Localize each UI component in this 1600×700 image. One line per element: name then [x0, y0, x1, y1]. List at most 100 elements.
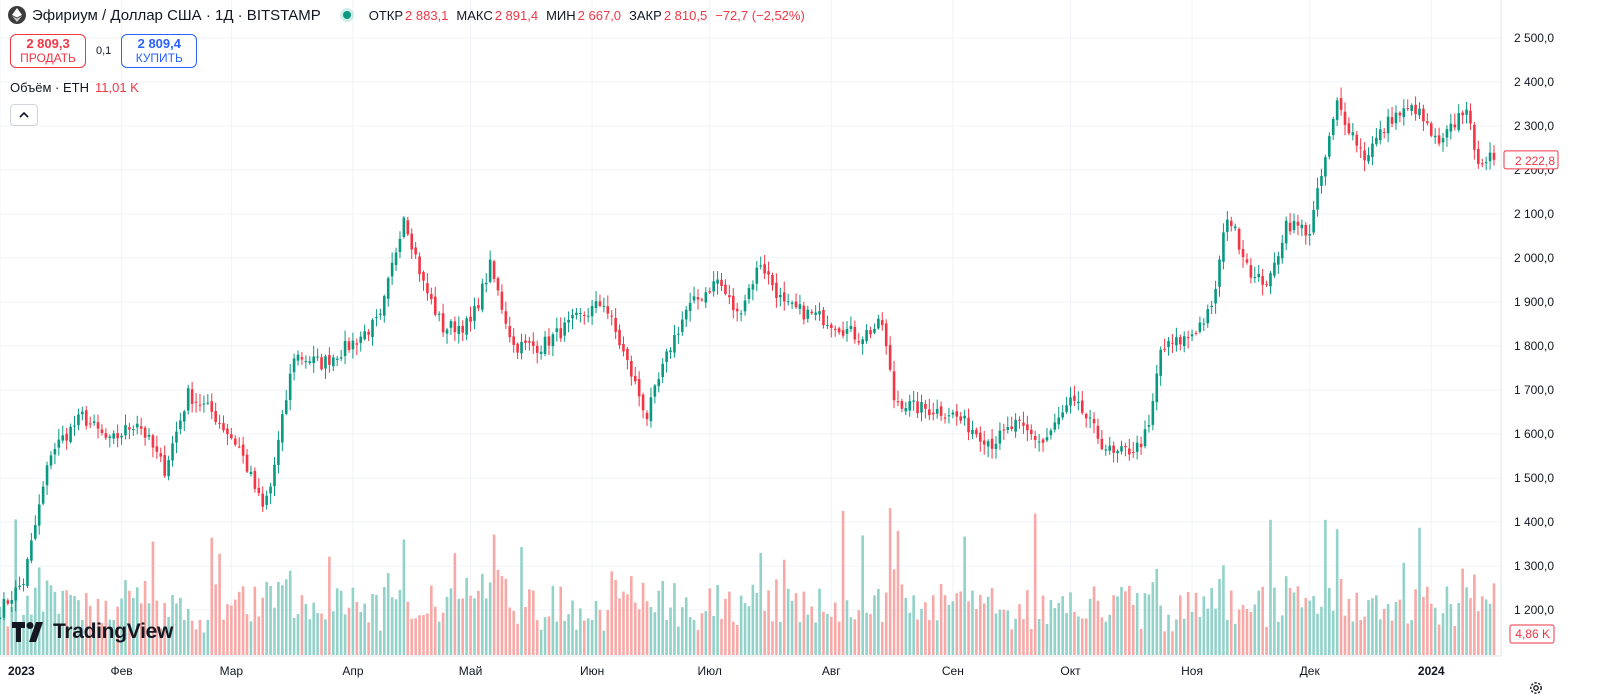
price-axis[interactable]: 2 500,02 400,02 300,02 200,02 100,02 000…: [1500, 0, 1559, 656]
candle-body: [1010, 426, 1013, 430]
candle-body: [65, 433, 68, 441]
candle-body: [673, 334, 676, 353]
candle-body: [1029, 429, 1033, 435]
candle-body: [637, 379, 641, 397]
volume-bar: [135, 587, 139, 655]
volume-bar: [1241, 605, 1245, 655]
gear-icon[interactable]: [1528, 680, 1544, 696]
candle-body: [826, 324, 829, 326]
candle-body: [222, 423, 225, 431]
candle-body: [806, 309, 810, 319]
candle-body: [1218, 259, 1221, 287]
tradingview-logo[interactable]: TradingView: [12, 620, 173, 644]
symbol-title[interactable]: Эфириум / Доллар США · 1Д · BITSTAMP: [32, 6, 321, 24]
volume-bar: [1178, 595, 1182, 655]
candle-body: [786, 301, 790, 303]
candle-body: [539, 351, 543, 354]
volume-bar: [1406, 623, 1410, 655]
volume-bar: [18, 629, 21, 655]
volume-bar: [394, 599, 398, 655]
candle-body: [955, 411, 959, 417]
volume-bar: [512, 610, 515, 655]
price-tick-label: 2 000,0: [1514, 251, 1554, 265]
volume-bar: [1394, 602, 1398, 655]
candle-body: [884, 323, 888, 347]
candle-body: [53, 449, 57, 455]
candle-body: [1210, 305, 1213, 308]
volume-bar: [1002, 609, 1006, 655]
candle-body: [22, 583, 25, 585]
volume-bar: [626, 594, 629, 655]
volume-bar: [982, 603, 986, 655]
volume-bar: [1426, 586, 1429, 655]
volume-bar: [96, 598, 100, 655]
candle-body: [1053, 422, 1057, 430]
volume-bar: [908, 612, 912, 655]
candle-body: [928, 409, 931, 416]
volume-label: Объём · ETH: [10, 80, 89, 95]
candle-body: [386, 278, 390, 299]
time-axis[interactable]: 2023 Фев Мар Апр Май Июн Июл Авг Сен Окт Ноя Дек 202…: [0, 655, 1501, 678]
candle-body: [257, 487, 261, 494]
volume-bar: [979, 594, 982, 655]
volume-bar: [139, 603, 143, 655]
candle-body: [57, 439, 61, 448]
volume-bar: [912, 595, 915, 655]
candle-body: [692, 296, 696, 301]
volume-bar: [484, 598, 488, 655]
volume-bar: [853, 619, 857, 655]
volume-bar: [1355, 592, 1359, 655]
volume-bar: [1033, 513, 1037, 655]
volume-bar: [939, 583, 943, 655]
volume-legend[interactable]: Объём · ETH 11,01 K: [10, 80, 139, 95]
market-status-dot[interactable]: [342, 11, 351, 19]
candle-body: [641, 394, 645, 411]
candle-body: [1441, 138, 1445, 143]
sell-button[interactable]: 2 809,3 ПРОДАТЬ: [10, 34, 86, 68]
volume-bar: [241, 586, 245, 655]
volume-bar: [53, 591, 57, 655]
candle-body: [1214, 288, 1217, 304]
volume-bar: [269, 585, 272, 655]
volume-bar: [1284, 576, 1288, 655]
candle-body: [1167, 340, 1170, 348]
volume-bar: [186, 608, 190, 655]
candle-body: [614, 317, 617, 332]
candle-body: [18, 585, 21, 587]
candle-body: [841, 330, 845, 336]
volume-bar: [175, 603, 178, 655]
candle-body: [6, 600, 10, 604]
candle-body: [261, 493, 265, 507]
time-tick-label: Авг: [822, 664, 841, 678]
candle-body: [320, 357, 323, 370]
collapse-legend-button[interactable]: [10, 104, 38, 126]
candle-body: [759, 265, 763, 267]
volume-bar: [390, 597, 394, 655]
candle-body: [994, 443, 998, 449]
candle-body: [45, 465, 49, 486]
candle-body: [880, 320, 884, 326]
volume-bar: [281, 585, 284, 655]
candle-body: [935, 408, 939, 414]
volume-bar: [469, 595, 472, 655]
candle-body: [155, 446, 159, 452]
candle-body: [273, 464, 276, 487]
volume-bar: [704, 611, 708, 655]
volume-bar: [261, 597, 265, 655]
volume-bar: [790, 600, 794, 655]
volume-bar: [590, 619, 594, 655]
volume-bar: [461, 598, 465, 655]
buy-button[interactable]: 2 809,4 КУПИТЬ: [121, 34, 198, 68]
volume-bar: [457, 598, 461, 655]
candle-body: [712, 281, 715, 292]
volume-bar: [418, 615, 421, 655]
candle-body: [1324, 157, 1327, 177]
volume-bar: [1233, 623, 1237, 655]
volume-bar: [61, 590, 65, 655]
volume-bar: [1190, 611, 1194, 655]
candle-body: [1371, 143, 1374, 157]
candle-body: [1355, 134, 1359, 146]
candle-body: [426, 283, 429, 294]
volume-bar: [990, 588, 994, 655]
